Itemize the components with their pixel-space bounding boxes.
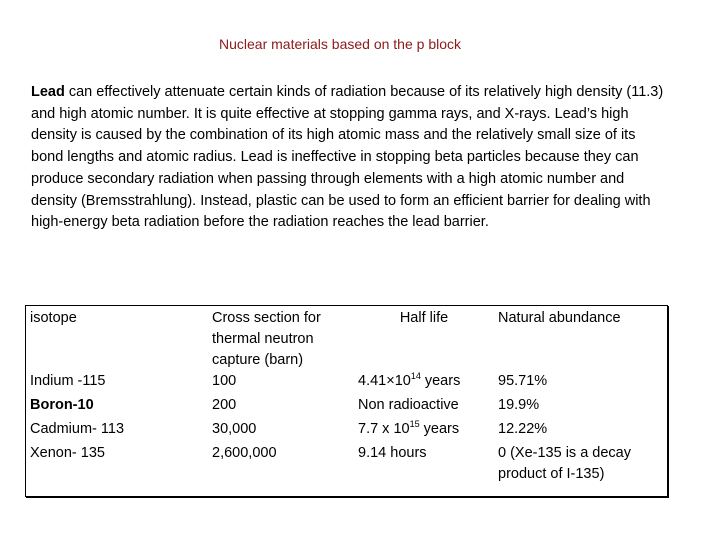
half-life-unit: years	[419, 421, 460, 437]
cell-abundance: 12.22%	[498, 421, 548, 437]
table-row: Cadmium- 113 30,000 7.7 x 1015 years 12.…	[26, 419, 658, 443]
header-abundance: Natural abundance	[498, 310, 621, 326]
header-half-life: Half life	[399, 310, 449, 326]
half-life-exponent: 15	[409, 419, 420, 429]
lead-paragraph-text: can effectively attenuate certain kinds …	[31, 84, 664, 231]
table-frame	[25, 305, 668, 497]
isotope-table: isotope Cross section for thermal neutro…	[26, 306, 658, 488]
cell-cross-section: 200	[212, 397, 237, 413]
table-row: Boron-10 200 Non radioactive 19.9%	[26, 395, 658, 419]
lead-bold-word: Lead	[31, 84, 65, 100]
header-isotope: isotope	[30, 310, 77, 326]
slide-title: Nuclear materials based on the p block	[218, 36, 462, 52]
cell-isotope: Indium -115	[30, 373, 106, 389]
cell-cross-section: 30,000	[212, 421, 257, 437]
cell-abundance: 0 (Xe-135 is a decay product of I-135)	[498, 445, 631, 482]
lead-paragraph: Lead can effectively attenuate certain k…	[31, 82, 671, 234]
cell-half-life: 9.14 hours	[358, 445, 427, 461]
cell-half-life: 4.41×1014 years	[354, 371, 494, 395]
table-header-row: isotope Cross section for thermal neutro…	[26, 306, 658, 371]
cell-abundance: 19.9%	[498, 397, 540, 413]
cell-abundance: 95.71%	[498, 373, 548, 389]
half-life-base: 4.41×10	[358, 373, 411, 389]
half-life-exponent: 14	[410, 371, 421, 381]
half-life-unit: years	[420, 373, 461, 389]
cell-isotope: Boron-10	[30, 397, 94, 413]
table-row: Indium -115 100 4.41×1014 years 95.71%	[26, 371, 658, 395]
table-row: Xenon- 135 2,600,000 9.14 hours 0 (Xe-13…	[26, 443, 658, 488]
cell-cross-section: 2,600,000	[212, 445, 277, 461]
header-cross-section: Cross section for thermal neutron captur…	[212, 310, 321, 368]
cell-isotope: Xenon- 135	[30, 445, 105, 461]
half-life-base: 7.7 x 10	[358, 421, 410, 437]
cell-cross-section: 100	[212, 373, 237, 389]
cell-isotope: Cadmium- 113	[30, 421, 125, 437]
cell-half-life: Non radioactive	[358, 397, 459, 413]
cell-half-life: 7.7 x 1015 years	[354, 419, 494, 443]
